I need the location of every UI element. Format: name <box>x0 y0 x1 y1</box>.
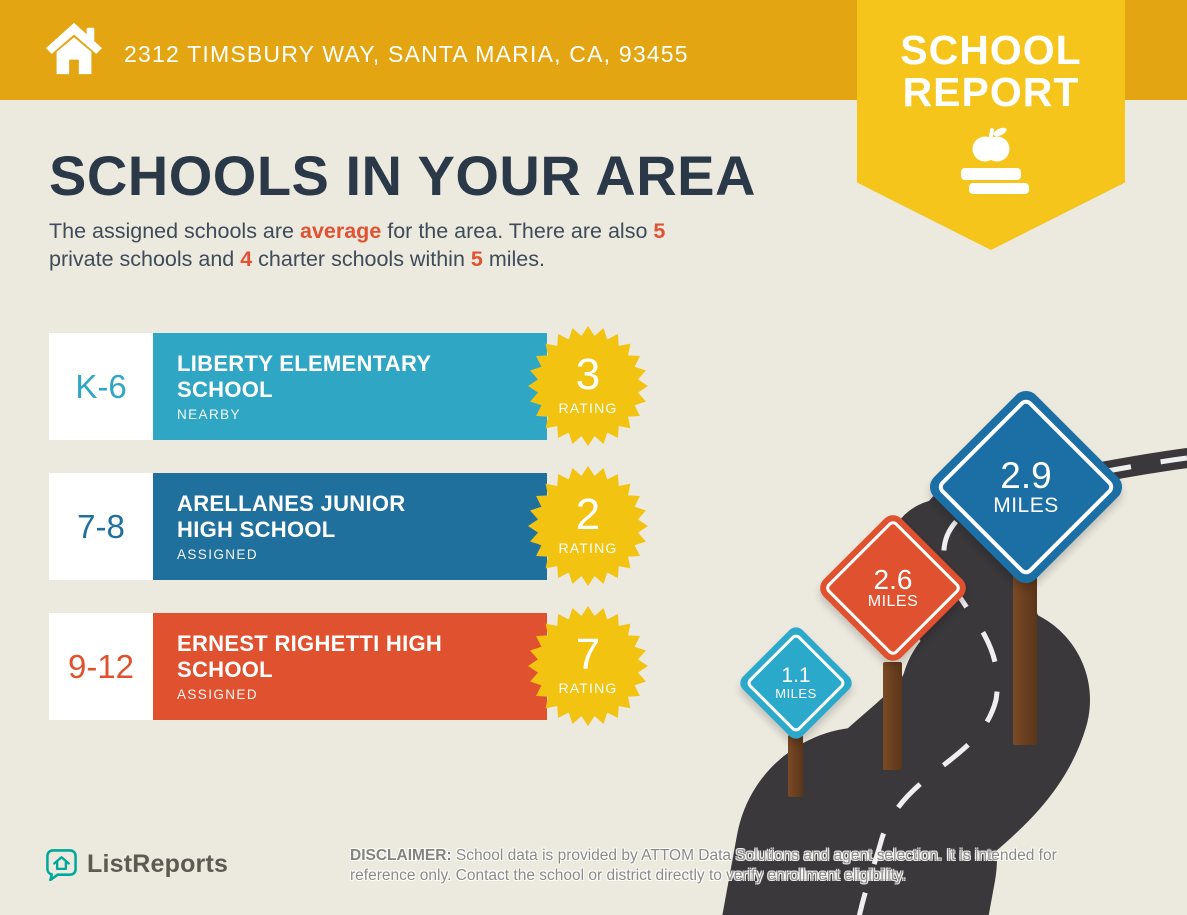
distance-sign-3: 2.9 MILES <box>924 385 1128 589</box>
school-row-junior-high: 7-8 ARELLANES JUNIOR HIGH SCHOOL ASSIGNE… <box>49 466 699 586</box>
distance-sign-1-label: 1.1 MILES <box>754 641 838 725</box>
subtitle-highlight-miles: 5 <box>470 246 483 271</box>
subtitle-highlight-charter-count: 4 <box>240 246 253 271</box>
school-status: NEARBY <box>177 406 241 422</box>
distance-unit: MILES <box>775 686 817 702</box>
distance-unit: MILES <box>867 593 919 611</box>
grade-range: 9-12 <box>49 613 153 720</box>
rating-value: 7 <box>575 629 601 679</box>
subtitle-highlight-average: average <box>299 219 382 243</box>
distance-unit: MILES <box>993 494 1059 518</box>
school-row-high-school: 9-12 ERNEST RIGHETTI HIGH SCHOOL ASSIGNE… <box>49 606 699 726</box>
rating-badge: 3 RATING <box>528 326 648 446</box>
listreports-brand: ListReports <box>45 848 228 881</box>
rating-badge: 7 RATING <box>528 606 648 726</box>
property-address: 2312 TIMSBURY WAY, SANTA MARIA, CA, 9345… <box>124 41 689 67</box>
disclaimer-text: School data is provided by ATTOM Data So… <box>350 847 1057 885</box>
distance-value: 1.1 <box>781 664 811 688</box>
subtitle-text: charter schools within <box>252 246 471 271</box>
school-status: ASSIGNED <box>177 546 258 562</box>
disclaimer-label: DISCLAIMER: <box>350 847 452 864</box>
sign-post-orange <box>883 662 902 770</box>
grade-range: 7-8 <box>49 473 153 580</box>
subtitle: The assigned schools are average for the… <box>49 218 714 273</box>
school-bar: ERNEST RIGHETTI HIGH SCHOOL ASSIGNED <box>153 613 547 720</box>
school-bar: LIBERTY ELEMENTARY SCHOOL NEARBY <box>153 333 547 440</box>
apple-books-icon <box>961 127 1029 194</box>
school-name: ERNEST RIGHETTI HIGH SCHOOL <box>177 631 443 682</box>
subtitle-text: for the area. There are also <box>381 219 654 243</box>
rating-value: 2 <box>575 489 601 539</box>
school-status: ASSIGNED <box>177 686 258 702</box>
distance-value: 2.9 <box>1000 454 1052 496</box>
rating-label: RATING <box>558 539 618 556</box>
subtitle-text: The assigned schools are <box>49 219 300 243</box>
distance-value: 2.6 <box>873 563 913 595</box>
rating-label: RATING <box>558 679 618 696</box>
school-name: ARELLANES JUNIOR HIGH SCHOOL <box>177 491 406 542</box>
badge-line1: SCHOOL <box>900 27 1082 73</box>
subtitle-text: miles. <box>482 246 545 271</box>
distance-sign-2: 2.6 MILES <box>815 510 971 666</box>
distance-sign-3-label: 2.9 MILES <box>954 415 1098 559</box>
brand-name: ListReports <box>87 850 229 878</box>
sign-post-teal <box>788 735 803 797</box>
school-report-badge: SCHOOL REPORT <box>857 0 1125 250</box>
rating-value: 3 <box>575 349 601 399</box>
badge-title: SCHOOL REPORT <box>857 27 1125 115</box>
page-title: SCHOOLS IN YOUR AREA <box>49 144 756 207</box>
school-bar: ARELLANES JUNIOR HIGH SCHOOL ASSIGNED <box>153 473 547 580</box>
home-icon <box>45 22 103 75</box>
rating-label: RATING <box>558 399 618 416</box>
badge-line2: REPORT <box>902 68 1080 115</box>
rating-badge: 2 RATING <box>528 466 648 586</box>
school-name: LIBERTY ELEMENTARY SCHOOL <box>177 351 431 402</box>
subtitle-text: private schools and <box>49 246 241 271</box>
sign-post-blue <box>1013 575 1037 745</box>
subtitle-highlight-private-count: 5 <box>653 219 666 243</box>
header-bar: 2312 TIMSBURY WAY, SANTA MARIA, CA, 9345… <box>0 0 1187 100</box>
grade-range: K-6 <box>49 333 153 440</box>
distance-sign-2-label: 2.6 MILES <box>838 533 948 643</box>
disclaimer: DISCLAIMER: School data is provided by A… <box>350 846 1122 887</box>
listreports-logo-icon <box>46 849 77 881</box>
school-row-elementary: K-6 LIBERTY ELEMENTARY SCHOOL NEARBY 3 R… <box>49 326 699 446</box>
